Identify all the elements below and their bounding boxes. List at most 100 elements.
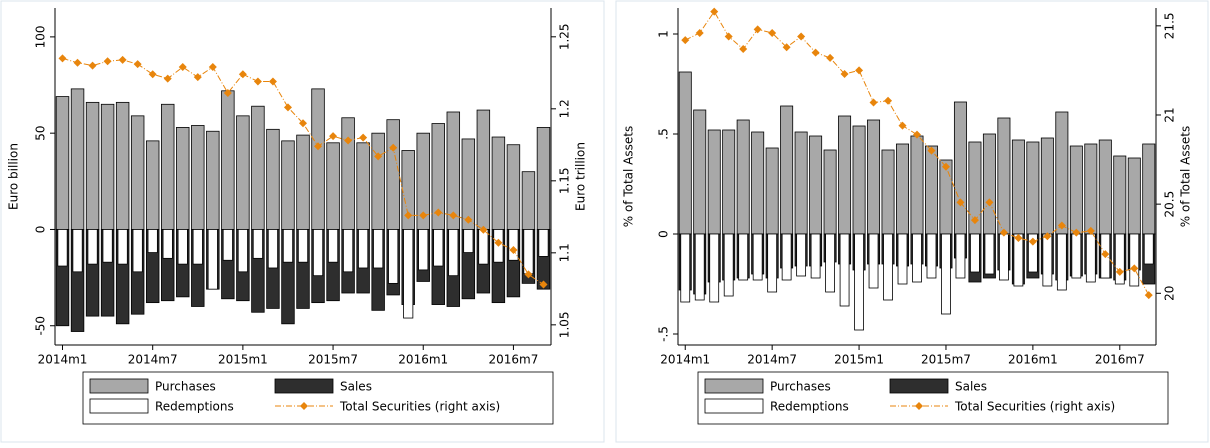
x-tick-label: 2014m7 (747, 353, 797, 367)
bar (1127, 157, 1141, 235)
line-marker (826, 53, 835, 62)
bar (57, 229, 68, 267)
bar (176, 126, 190, 230)
line-marker (1057, 221, 1066, 230)
line-marker (884, 96, 893, 105)
bar (1098, 139, 1112, 235)
line-marker (208, 63, 217, 72)
bar (939, 159, 953, 235)
y2-axis-label: Euro trillion (574, 142, 588, 211)
bar (132, 229, 143, 273)
x-tick-label: 2016m1 (1008, 353, 1058, 367)
legend-label: Purchases (770, 380, 831, 394)
line-marker (178, 63, 187, 72)
bar (145, 140, 160, 230)
bar (448, 229, 459, 277)
line-marker (479, 225, 488, 234)
line-marker (539, 280, 548, 289)
y-tick-label: 0 (657, 230, 671, 238)
line-marker (695, 28, 704, 37)
line-marker (449, 211, 458, 220)
line (685, 10, 1150, 296)
line-marker (1072, 228, 1081, 237)
line-marker (710, 7, 719, 16)
line-marker (73, 58, 82, 67)
y2-tick-label: 1.2 (558, 99, 572, 118)
line-marker (768, 28, 777, 37)
bar (147, 229, 158, 253)
line-marker (58, 54, 67, 63)
line-marker (1028, 237, 1037, 246)
bar (796, 233, 807, 277)
line-marker (389, 143, 398, 152)
y-tick-label: 50 (34, 126, 48, 141)
y2-tick-label: 21.5 (1163, 12, 1177, 39)
line-marker (434, 208, 443, 217)
line-marker (681, 36, 690, 45)
bar (984, 233, 995, 275)
bar (281, 140, 295, 230)
bar (326, 142, 340, 230)
bar (1142, 143, 1156, 235)
legend-label: Total Securities (right axis) (954, 400, 1115, 414)
bar (910, 135, 924, 235)
bar (296, 134, 310, 230)
line-marker (329, 132, 338, 141)
bar (694, 233, 705, 301)
bar (1042, 233, 1053, 287)
bar (955, 233, 966, 279)
bar (926, 233, 937, 279)
y-tick-label: 0 (34, 226, 48, 234)
bar (838, 115, 852, 235)
bar (523, 229, 534, 275)
line-marker (238, 70, 247, 79)
bar (478, 229, 489, 265)
bar (237, 229, 248, 273)
bar (72, 229, 83, 273)
bar (680, 233, 691, 303)
line-marker (1043, 232, 1052, 241)
bar (297, 229, 309, 263)
bar (825, 233, 835, 293)
bar (839, 233, 850, 307)
line-marker (898, 121, 907, 130)
bar (312, 229, 324, 277)
line-marker (724, 32, 733, 41)
bar (868, 233, 879, 289)
x-tick-label: 2014m1 (38, 353, 88, 367)
line-marker (344, 136, 353, 145)
legend-label: Redemptions (770, 400, 849, 414)
line-marker (1014, 234, 1023, 243)
line-marker (1086, 226, 1095, 235)
legend-key (889, 378, 949, 394)
bar (266, 128, 280, 230)
bar (1026, 141, 1040, 235)
line-marker (999, 228, 1008, 237)
legend-label: Sales (955, 380, 987, 394)
bar (883, 233, 893, 301)
bar (85, 101, 100, 230)
bar (508, 229, 519, 261)
bar (897, 233, 908, 285)
bar (476, 109, 491, 230)
line-marker (985, 198, 994, 207)
panel-border (0, 0, 605, 443)
bar (780, 105, 794, 235)
line-marker (956, 198, 965, 207)
x-tick-label: 2015m7 (921, 353, 971, 367)
bar (1084, 143, 1098, 235)
bar (823, 149, 837, 235)
legend-key (915, 402, 923, 410)
y2-tick-label: 1.15 (558, 167, 572, 194)
panel-border (615, 0, 1209, 443)
x-tick-label: 2016m7 (488, 353, 538, 367)
line-marker (811, 48, 820, 57)
bar (693, 109, 707, 235)
bar (953, 101, 967, 235)
bar (1114, 233, 1125, 285)
y-tick-label: .5 (657, 128, 671, 139)
bar (810, 233, 821, 279)
bar (1085, 233, 1096, 283)
y-tick-label: 1 (657, 30, 671, 38)
